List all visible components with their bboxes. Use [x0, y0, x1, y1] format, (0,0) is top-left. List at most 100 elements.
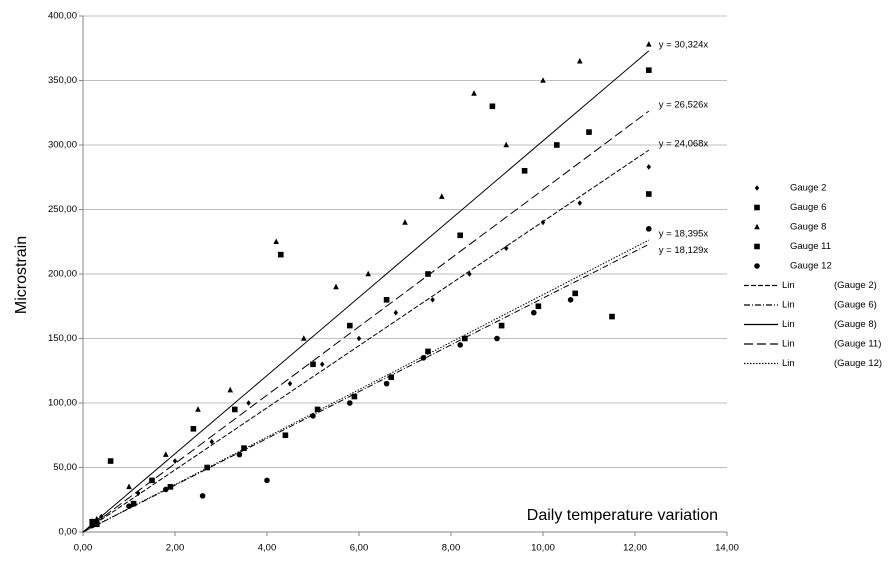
- trendline: [82, 149, 650, 533]
- data-point: [333, 283, 339, 290]
- data-point: [388, 374, 394, 380]
- data-point: [365, 270, 371, 277]
- legend-label: (Gauge 2): [834, 280, 877, 291]
- data-point: [462, 335, 468, 342]
- data-point: [646, 164, 652, 170]
- trendline: [82, 243, 650, 533]
- data-point: [236, 451, 243, 458]
- x-tick-label: 10,00: [531, 543, 555, 554]
- data-point: [232, 406, 238, 413]
- data-point: [425, 348, 431, 355]
- data-point: [494, 335, 500, 342]
- legend-label: (Gauge 8): [834, 319, 877, 330]
- data-point: [209, 438, 215, 445]
- data-point: [420, 355, 427, 361]
- x-tick-label: 4,00: [258, 543, 277, 554]
- legend-label: Gauge 2: [790, 183, 826, 194]
- data-point: [554, 142, 560, 148]
- data-point: [646, 226, 652, 232]
- legend-marker: [754, 263, 760, 269]
- data-point: [107, 458, 114, 464]
- data-point: [498, 322, 505, 329]
- y-axis-title: Microstrain: [13, 236, 30, 314]
- data-point: [190, 426, 197, 432]
- data-point: [163, 451, 169, 457]
- data-point: [94, 515, 100, 522]
- data-point: [204, 464, 210, 471]
- data-point: [572, 290, 578, 297]
- data-point: [227, 386, 233, 393]
- trendline-label: y = 30,324x: [659, 39, 709, 50]
- legend-marker: [754, 243, 760, 250]
- legend-label: (Gauge 12): [834, 358, 882, 369]
- data-point: [246, 400, 251, 406]
- y-tick-label: 100,00: [48, 398, 77, 409]
- data-point: [199, 493, 206, 499]
- x-tick-label: 0,00: [74, 543, 93, 554]
- data-point: [393, 309, 399, 316]
- data-point: [577, 57, 583, 64]
- data-point: [577, 200, 583, 206]
- data-point: [351, 393, 358, 400]
- trendline: [82, 50, 650, 533]
- x-tick-label: 12,00: [623, 543, 647, 554]
- data-point: [503, 245, 509, 251]
- trendline: [82, 239, 650, 533]
- data-point: [383, 380, 390, 387]
- data-point: [646, 191, 652, 197]
- legend-label: (Gauge 6): [834, 300, 877, 311]
- x-tick-label: 2,00: [166, 543, 185, 554]
- y-tick-label: 50,00: [53, 462, 77, 473]
- data-point: [402, 219, 408, 225]
- y-tick-label: 250,00: [48, 204, 77, 215]
- x-axis-title: Daily temperature variation: [527, 507, 718, 524]
- legend-label: Lin: [782, 280, 795, 291]
- data-point: [439, 193, 445, 199]
- legend-marker: [754, 223, 760, 230]
- y-tick-label: 300,00: [48, 140, 77, 151]
- data-point: [471, 90, 477, 96]
- data-point: [314, 406, 321, 413]
- y-tick-label: 350,00: [48, 75, 77, 86]
- data-point: [241, 445, 247, 451]
- data-point: [425, 271, 431, 277]
- data-point: [130, 500, 137, 507]
- x-tick-label: 6,00: [350, 543, 369, 554]
- data-point: [278, 251, 284, 258]
- data-point: [540, 77, 546, 83]
- y-tick-label: 200,00: [48, 269, 77, 280]
- y-tick-label: 150,00: [48, 333, 77, 344]
- data-point: [503, 141, 509, 148]
- trendline-label: y = 18,395x: [659, 229, 709, 240]
- legend-label: Gauge 12: [790, 261, 832, 272]
- legend-marker: [754, 204, 760, 211]
- x-tick-label: 14,00: [715, 543, 739, 554]
- data-point: [383, 297, 390, 303]
- data-point: [301, 335, 307, 341]
- data-point: [347, 322, 353, 329]
- trendline: [82, 110, 650, 533]
- data-point: [94, 521, 100, 528]
- data-point: [646, 67, 652, 73]
- trendline-label: y = 26,526x: [659, 100, 709, 111]
- legend-marker: [754, 185, 760, 191]
- y-tick-label: 400,00: [48, 11, 77, 22]
- data-point: [172, 458, 178, 464]
- data-point: [273, 238, 279, 245]
- legend-label: Gauge 8: [790, 222, 826, 233]
- legend-label: Gauge 11: [790, 241, 831, 252]
- data-point: [430, 297, 435, 303]
- trendline-label: y = 24,068x: [659, 139, 709, 150]
- data-point: [535, 303, 542, 310]
- legend-label: Lin: [782, 358, 795, 369]
- data-point: [287, 380, 293, 387]
- data-point: [126, 503, 132, 510]
- x-tick-label: 8,00: [442, 543, 461, 554]
- data-point: [319, 361, 325, 368]
- data-point: [467, 271, 472, 277]
- data-point: [310, 413, 316, 419]
- data-point: [356, 335, 362, 342]
- data-point: [195, 406, 201, 412]
- data-point: [457, 342, 464, 348]
